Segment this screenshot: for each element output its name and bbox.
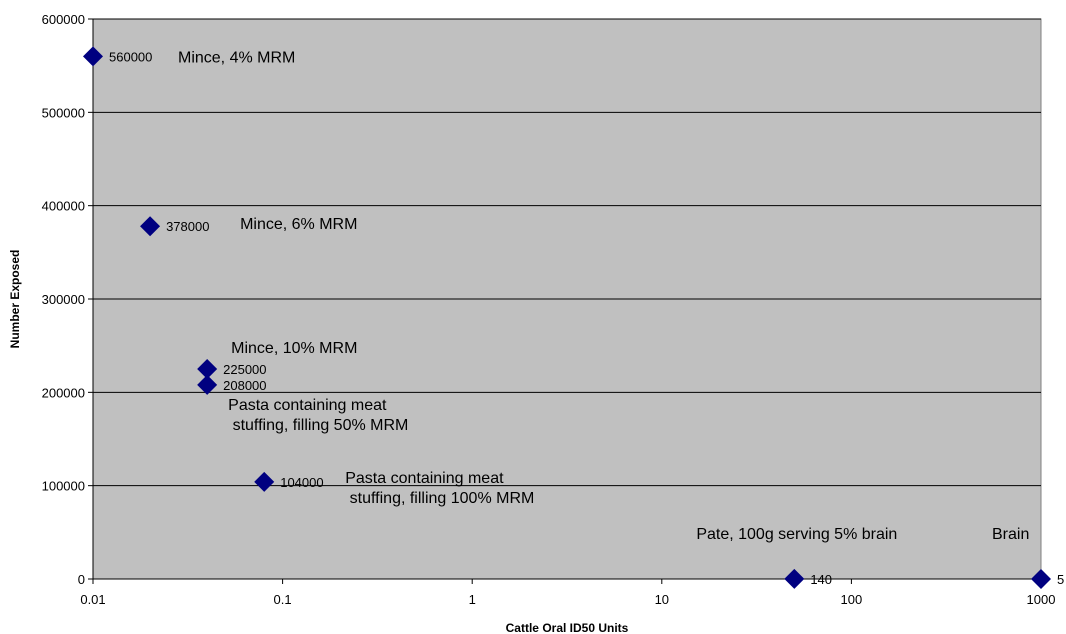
data-label: 378000 <box>166 219 209 234</box>
y-tick-label: 0 <box>78 572 85 587</box>
x-tick-labels: 0.01 0.1 1 10 100 1000 <box>80 592 1055 607</box>
category-annotation: Mince, 6% MRM <box>240 216 357 233</box>
data-label: 225000 <box>223 362 266 377</box>
y-tick-label: 300000 <box>42 292 85 307</box>
data-point <box>1031 568 1051 589</box>
annotation-line: Mince, 6% MRM <box>240 216 357 233</box>
data-label: 140 <box>810 572 832 587</box>
data-label: 104000 <box>280 475 323 490</box>
data-label: 560000 <box>109 49 152 64</box>
x-tick-label: 0.1 <box>274 592 292 607</box>
annotation-line: stuffing, filling 50% MRM <box>228 417 408 434</box>
annotation-line: Pate, 100g serving 5% brain <box>696 526 897 543</box>
data-points <box>83 46 1051 589</box>
y-tick-label: 500000 <box>42 105 85 120</box>
y-axis-title: Number Exposed <box>8 250 22 349</box>
data-label: 208000 <box>223 378 266 393</box>
data-label: 5 <box>1057 572 1064 587</box>
data-point <box>197 374 218 395</box>
data-point <box>197 359 218 379</box>
annotation-line: stuffing, filling 100% MRM <box>345 490 534 507</box>
data-point <box>784 568 805 589</box>
x-tick-label: 1 <box>469 592 476 607</box>
annotation-line: Mince, 4% MRM <box>178 49 295 66</box>
annotation-line: Pasta containing meat <box>345 470 504 487</box>
category-annotation: Mince, 10% MRM <box>231 340 357 357</box>
category-annotation: Brain <box>992 526 1029 543</box>
data-point <box>254 471 275 492</box>
annotation-line: Brain <box>992 526 1029 543</box>
x-tick-label: 10 <box>655 592 669 607</box>
x-tick-label: 100 <box>841 592 863 607</box>
y-tick-label: 400000 <box>42 199 85 214</box>
y-tick-labels: 0 100000 200000 300000 400000 500000 600000 <box>42 12 85 587</box>
y-tick-label: 600000 <box>42 12 85 27</box>
x-tick-label: 0.01 <box>80 592 105 607</box>
x-axis-title: Cattle Oral ID50 Units <box>506 621 629 634</box>
annotation-line: Pasta containing meat <box>228 397 387 414</box>
y-tick-label: 200000 <box>42 385 85 400</box>
category-annotation: Mince, 4% MRM <box>178 49 295 66</box>
category-annotation: Pate, 100g serving 5% brain <box>696 526 897 543</box>
data-point <box>83 46 103 67</box>
x-tick-label: 1000 <box>1027 592 1056 607</box>
category-annotation: Pasta containing meat stuffing, filling … <box>228 397 408 434</box>
annotations: Mince, 4% MRM Mince, 6% MRM Mince, 10% MRM… <box>178 49 1029 543</box>
y-tick-label: 100000 <box>42 479 85 494</box>
grid-lines <box>93 18 1041 487</box>
annotation-line: Mince, 10% MRM <box>231 340 357 357</box>
data-point <box>140 216 161 237</box>
category-annotation: Pasta containing meat stuffing, filling … <box>345 470 534 507</box>
